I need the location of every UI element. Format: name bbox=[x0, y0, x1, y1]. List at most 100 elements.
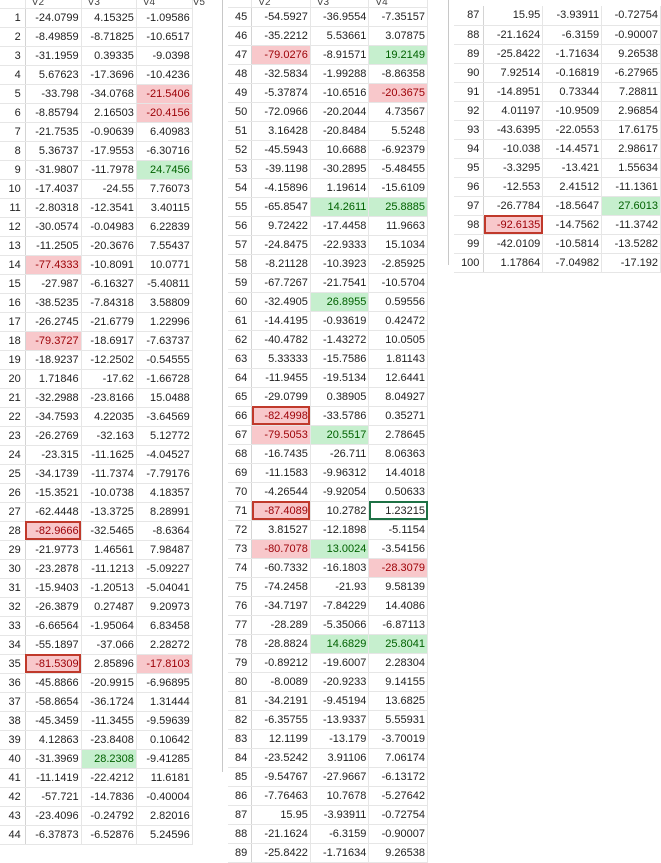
row-number[interactable]: 14 bbox=[0, 255, 26, 275]
data-cell[interactable]: -11.1213 bbox=[81, 559, 137, 579]
row-number[interactable]: 46 bbox=[228, 26, 253, 46]
row-number[interactable]: 32 bbox=[0, 597, 26, 617]
data-cell[interactable]: -8.49859 bbox=[25, 27, 82, 47]
data-cell[interactable]: -2.80318 bbox=[25, 198, 82, 218]
row-number[interactable]: 95 bbox=[454, 158, 485, 178]
data-cell[interactable]: -18.9237 bbox=[25, 350, 82, 370]
row-number[interactable]: 45 bbox=[228, 7, 253, 27]
data-cell[interactable]: -33.798 bbox=[25, 84, 82, 104]
row-number[interactable]: 92 bbox=[454, 101, 485, 121]
data-cell[interactable]: -31.9807 bbox=[25, 160, 82, 180]
data-cell[interactable]: -6.30716 bbox=[136, 141, 193, 161]
row-number[interactable]: 73 bbox=[228, 539, 253, 559]
row-number[interactable]: 27 bbox=[0, 502, 26, 522]
data-cell[interactable]: -21.7535 bbox=[25, 122, 82, 142]
data-cell[interactable]: -0.90007 bbox=[601, 25, 661, 45]
data-cell[interactable]: -7.76463 bbox=[251, 786, 311, 806]
data-cell[interactable]: -7.84318 bbox=[81, 293, 137, 313]
column-header[interactable]: V4 bbox=[136, 0, 193, 9]
data-cell[interactable]: -23.315 bbox=[25, 445, 82, 465]
data-cell[interactable]: -12.1898 bbox=[310, 520, 370, 540]
row-number[interactable]: 36 bbox=[0, 673, 26, 693]
row-number[interactable]: 100 bbox=[454, 253, 485, 273]
data-cell[interactable]: -14.8951 bbox=[483, 82, 544, 102]
data-cell[interactable]: -45.3459 bbox=[25, 711, 82, 731]
data-cell[interactable]: -22.4212 bbox=[81, 768, 137, 788]
data-cell[interactable]: -31.3969 bbox=[25, 749, 82, 769]
data-cell[interactable]: 1.55634 bbox=[601, 158, 661, 178]
row-number[interactable]: 26 bbox=[0, 483, 26, 503]
data-cell[interactable]: 11.6181 bbox=[136, 768, 193, 788]
data-cell[interactable]: -24.55 bbox=[81, 179, 137, 199]
data-cell[interactable]: -20.2044 bbox=[310, 102, 370, 122]
data-cell[interactable]: 14.4086 bbox=[368, 596, 428, 616]
data-cell[interactable]: -80.7078 bbox=[251, 539, 311, 559]
data-cell[interactable]: -32.5465 bbox=[81, 521, 137, 541]
data-cell[interactable]: -79.3727 bbox=[25, 331, 82, 351]
data-cell[interactable]: -35.2212 bbox=[251, 26, 311, 46]
data-cell[interactable]: -6.3159 bbox=[542, 25, 603, 45]
data-cell[interactable]: 3.40115 bbox=[136, 198, 193, 218]
row-number[interactable]: 84 bbox=[228, 748, 253, 768]
data-cell[interactable]: -1.95064 bbox=[81, 616, 137, 636]
data-cell[interactable]: -20.9915 bbox=[81, 673, 137, 693]
data-cell[interactable]: -0.24792 bbox=[81, 806, 137, 826]
data-cell[interactable]: 5.36737 bbox=[25, 141, 82, 161]
data-cell[interactable]: -8.6364 bbox=[136, 521, 193, 541]
data-cell[interactable]: -3.3295 bbox=[483, 158, 544, 178]
data-cell[interactable]: 0.39335 bbox=[81, 46, 137, 66]
data-cell[interactable]: -0.04983 bbox=[81, 217, 137, 237]
data-cell[interactable]: -0.89212 bbox=[251, 653, 311, 673]
data-cell[interactable]: -9.96312 bbox=[310, 463, 370, 483]
row-number[interactable]: 16 bbox=[0, 293, 26, 313]
data-cell[interactable]: -5.27642 bbox=[368, 786, 428, 806]
row-number[interactable]: 70 bbox=[228, 482, 253, 502]
row-number[interactable]: 28 bbox=[0, 521, 26, 541]
data-cell[interactable]: -6.27965 bbox=[601, 63, 661, 83]
data-cell[interactable]: 3.91106 bbox=[310, 748, 370, 768]
row-number[interactable]: 61 bbox=[228, 311, 253, 331]
data-cell[interactable]: -20.3676 bbox=[81, 236, 137, 256]
data-cell[interactable]: -7.35157 bbox=[368, 7, 428, 27]
data-cell[interactable]: 4.01197 bbox=[483, 101, 544, 121]
data-cell[interactable]: -5.37874 bbox=[251, 83, 311, 103]
data-cell[interactable]: -10.3923 bbox=[310, 254, 370, 274]
data-cell[interactable]: -7.79176 bbox=[136, 464, 193, 484]
data-cell[interactable]: 15.1034 bbox=[368, 235, 428, 255]
data-cell[interactable]: 9.72422 bbox=[251, 216, 311, 236]
data-cell[interactable]: -72.0966 bbox=[251, 102, 311, 122]
data-cell[interactable]: -21.7541 bbox=[310, 273, 370, 293]
data-cell[interactable]: -7.63737 bbox=[136, 331, 193, 351]
row-number[interactable]: 88 bbox=[228, 824, 253, 844]
data-cell[interactable]: 0.73344 bbox=[542, 82, 603, 102]
data-cell[interactable]: 10.0505 bbox=[368, 330, 428, 350]
data-cell[interactable]: -43.6395 bbox=[483, 120, 544, 140]
row-number[interactable]: 83 bbox=[228, 729, 253, 749]
data-cell[interactable]: -7.84229 bbox=[310, 596, 370, 616]
data-cell[interactable]: 8.04927 bbox=[368, 387, 428, 407]
data-cell[interactable]: 2.96854 bbox=[601, 101, 661, 121]
data-cell[interactable]: -17.8103 bbox=[136, 654, 193, 674]
row-number[interactable]: 66 bbox=[228, 406, 253, 426]
data-cell[interactable]: 5.55931 bbox=[368, 710, 428, 730]
data-cell[interactable]: -5.48455 bbox=[368, 159, 428, 179]
column-header[interactable]: V3 bbox=[81, 0, 137, 9]
row-number[interactable]: 23 bbox=[0, 426, 26, 446]
data-cell[interactable]: -5.1154 bbox=[368, 520, 428, 540]
row-number[interactable]: 78 bbox=[228, 634, 253, 654]
data-cell[interactable]: -34.0768 bbox=[81, 84, 137, 104]
data-cell[interactable]: -32.4905 bbox=[251, 292, 311, 312]
data-cell[interactable]: 0.10642 bbox=[136, 730, 193, 750]
data-cell[interactable]: -6.92379 bbox=[368, 140, 428, 160]
column-header[interactable]: V2 bbox=[25, 0, 82, 9]
data-cell[interactable]: -11.1583 bbox=[251, 463, 311, 483]
data-cell[interactable]: -16.7435 bbox=[251, 444, 311, 464]
data-cell[interactable]: 0.59556 bbox=[368, 292, 428, 312]
data-cell[interactable]: -3.54156 bbox=[368, 539, 428, 559]
data-cell[interactable]: -17.192 bbox=[601, 253, 661, 273]
row-number[interactable]: 30 bbox=[0, 559, 26, 579]
data-cell[interactable]: -57.721 bbox=[25, 787, 82, 807]
data-cell[interactable]: -36.9554 bbox=[310, 7, 370, 27]
data-cell[interactable]: -32.2988 bbox=[25, 388, 82, 408]
row-number[interactable]: 48 bbox=[228, 64, 253, 84]
